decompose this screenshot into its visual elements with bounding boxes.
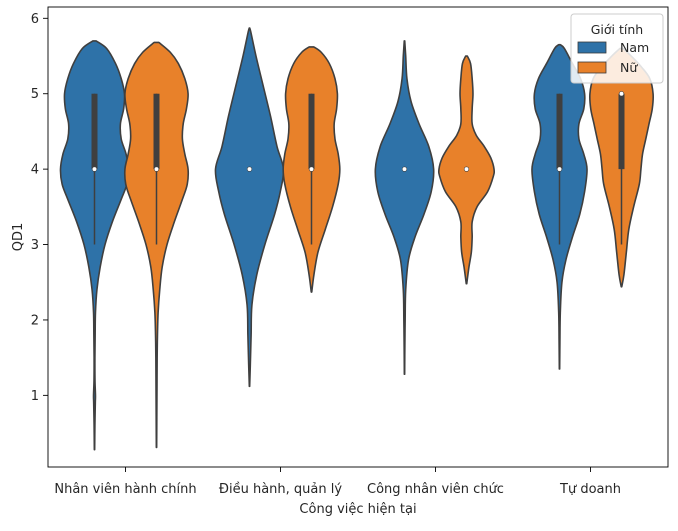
legend-label-nam: Nam	[616, 40, 649, 55]
violin-iqr-box	[91, 93, 98, 170]
axes-layer: 1 2 3 4 5 6 Nhân viên hành chính Điều hành, quả…	[31, 12, 621, 497]
x-axis-label: Công việc hiện tại	[299, 502, 416, 517]
violin-median-point	[91, 166, 98, 172]
x-tick-label-dieu-hanh-quan-ly: Điều hành, quản lý	[219, 482, 342, 497]
legend-swatch-nam	[577, 41, 607, 54]
x-tick-label-tu-doanh: Tự doanh	[559, 482, 621, 497]
violin-nhan-vien-hanh-chinh-nu	[123, 41, 190, 449]
violin-median-point	[246, 166, 253, 172]
legend-label-nu: Nữ	[616, 60, 638, 75]
violin-iqr-box	[556, 93, 563, 170]
violin-body	[59, 40, 130, 451]
violin-tu-doanh-nu	[588, 47, 655, 288]
violin-nhan-vien-hanh-chinh-nam	[59, 40, 130, 451]
legend-title: Giới tính	[591, 22, 643, 37]
violin-iqr-box	[618, 93, 625, 170]
x-tick-label-cong-nhan-vien-chuc: Công nhân viên chức	[367, 482, 504, 497]
violin-median-point	[308, 166, 315, 172]
plot-frame	[47, 6, 669, 468]
legend: Giới tính Nam Nữ	[570, 13, 664, 84]
violin-iqr-box	[153, 93, 160, 170]
y-tick-label-6: 6	[31, 12, 39, 27]
violin-cong-nhan-vien-chuc-nam	[374, 40, 435, 376]
violin-dieu-hanh-quan-ly-nam	[214, 27, 285, 388]
violin-tu-doanh-nam	[531, 43, 588, 370]
violin-body	[123, 41, 190, 449]
y-tick-label-2: 2	[31, 313, 39, 328]
x-tick-label-nhan-vien-hanh-chinh: Nhân viên hành chính	[54, 482, 196, 497]
legend-swatch-nu	[577, 61, 607, 74]
y-tick-label-4: 4	[31, 163, 39, 178]
violin-dieu-hanh-quan-ly-nu	[282, 46, 341, 293]
violin-median-point	[618, 91, 625, 97]
violin-iqr-box	[308, 93, 315, 170]
y-tick-label-1: 1	[31, 389, 39, 404]
y-tick-label-5: 5	[31, 87, 39, 102]
y-axis-label: QD1	[11, 223, 26, 252]
violin-median-point	[556, 166, 563, 172]
violin-median-point	[463, 166, 470, 172]
y-tick-label-3: 3	[31, 238, 39, 253]
violins-layer	[59, 27, 655, 451]
violin-body	[374, 40, 435, 376]
violin-cong-nhan-vien-chuc-nu	[437, 55, 496, 285]
violin-median-point	[401, 166, 408, 172]
violin-median-point	[153, 166, 160, 172]
violin-body	[214, 27, 285, 388]
